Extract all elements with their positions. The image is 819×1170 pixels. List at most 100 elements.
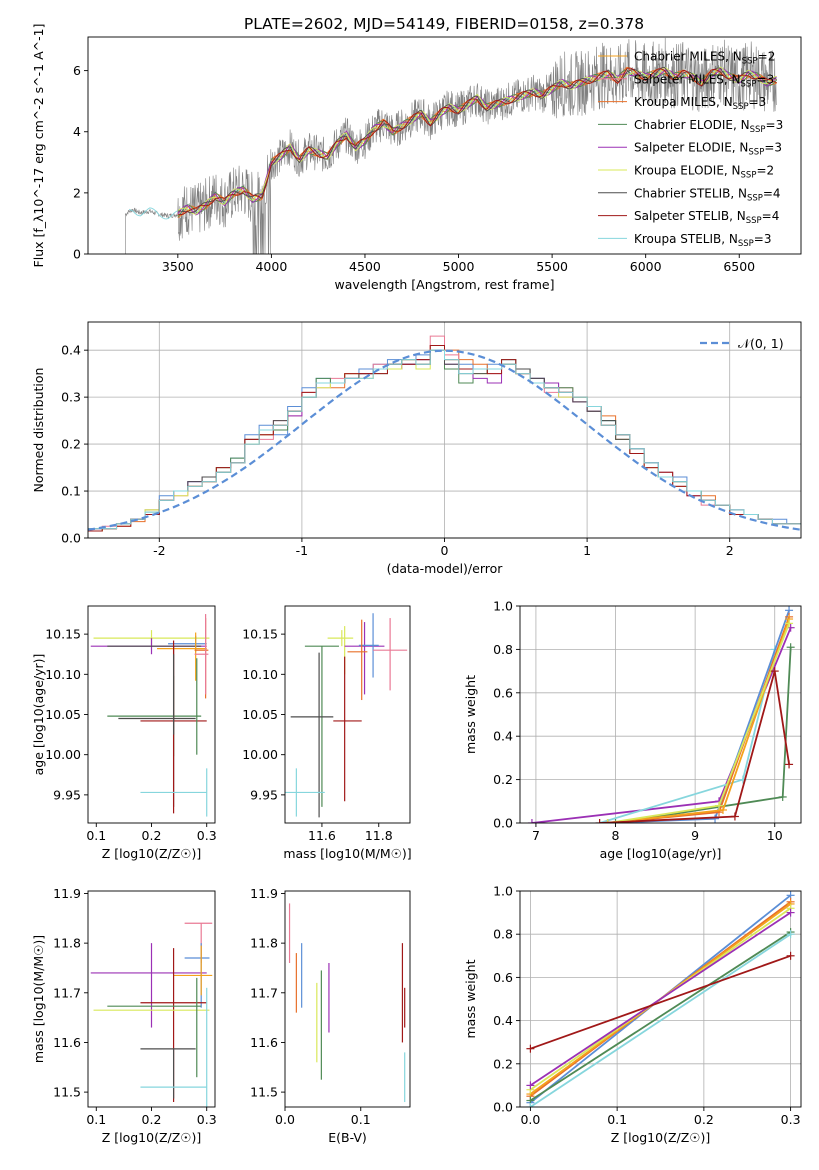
x-axis-label: Z [log10(Z/Z☉)] [102,1130,202,1145]
panel-residuals: -2 -1 0 1 2 0.0 0.1 0.2 0.3 0.4 (data-model)/error… [31,321,802,576]
y-tick-label: 1.0 [493,884,513,899]
x-tick-label: 0.1 [86,828,106,843]
y-axis-label: Flux [f_λ10^-17 erg cm^-2 s^-1 A^-1] [31,24,46,268]
y-tick-label: 11.6 [53,1035,81,1050]
panel-mass-vs-Z: 0.1 0.2 0.3 11.5 11.6 11.7 11.8 11.9 Z [log10(Z/… [31,886,217,1145]
weight-line-chabrier-elodie [529,931,792,1102]
x-tick-label: 10 [767,828,783,843]
y-tick-label: 0 [73,247,81,262]
y-tick-label: 10.10 [45,667,81,682]
legend-label: Chabrier STELIB, NSSP=4 [634,186,781,203]
y-tick-label: 4 [73,124,81,139]
y-tick-label: 9.95 [250,787,278,802]
model-line-kroupa-miles [177,66,777,219]
y-tick-label: 10.10 [242,667,278,682]
y-tick-label: 0.2 [493,772,513,787]
x-axis-label: (data-model)/error [387,561,504,576]
plot-area [125,37,778,254]
y-tick-label: 0.6 [493,970,513,985]
x-tick-label: 2 [726,543,734,558]
plot-area [88,335,801,532]
y-axis-label: age [log10(age/yr)] [31,654,46,776]
y-tick-label: 10.00 [45,747,81,762]
axes-frame [284,890,411,1108]
y-axis-label: mass [log10(M/M☉)] [31,935,46,1063]
legend-label: Kroupa STELIB, NSSP=3 [634,232,772,249]
model-line-kroupa-elodie [177,66,777,215]
legend-label: Kroupa MILES, NSSP=3 [634,95,766,112]
y-axis-label: Normed distribution [31,368,46,493]
y-tick-label: 0.0 [493,1100,513,1115]
y-tick-label: 11.8 [250,936,278,951]
y-tick-label: 11.9 [53,886,81,901]
y-tick-label: 10.05 [242,707,278,722]
plot-area [288,903,406,1103]
plot-area [90,922,213,1107]
y-tick-label: 0.0 [61,531,81,546]
y-tick-label: 10.15 [45,627,81,642]
x-tick-label: 11.8 [365,828,393,843]
panel-age-vs-mass: 11.6 11.8 9.95 10.00 10.05 10.10 10.15 mass [lo… [242,605,412,861]
x-axis-label: mass [log10(M/M☉)] [283,846,411,861]
y-tick-label: 0.8 [493,927,513,942]
model-line-salpeter-stelib [177,67,777,215]
weight-line-salpeter-stelib [530,954,791,1050]
x-tick-label: 0.0 [275,1112,295,1127]
plot-area [526,891,795,1107]
weight-line-salpeter-elodie [529,911,792,1087]
y-axis-label: mass weight [463,675,478,754]
weight-line-salpeter-stelib [599,670,790,823]
y-tick-label: 11.5 [53,1085,81,1100]
y-tick-label: 11.5 [250,1085,278,1100]
y-tick-label: 0.2 [493,1056,513,1071]
y-tick-label: 11.8 [53,936,81,951]
plot-area [285,613,408,818]
y-tick-label: 10.15 [242,627,278,642]
legend-label: Chabrier ELODIE, NSSP=3 [634,118,783,135]
x-tick-label: 9 [691,828,699,843]
figure-title: PLATE=2602, MJD=54149, FIBERID=0158, z=0… [244,15,644,33]
y-tick-label: 10.05 [45,707,81,722]
x-tick-label: 0.3 [197,1112,217,1127]
x-tick-label: 0.1 [86,1112,106,1127]
x-tick-label: 0.2 [694,1112,714,1127]
plot-area [527,606,795,823]
y-tick-label: 11.7 [250,985,278,1000]
y-tick-label: 0.0 [493,816,513,831]
x-tick-label: -1 [296,543,308,558]
x-tick-label: 4500 [349,259,381,274]
x-tick-label: 6000 [630,259,662,274]
y-tick-label: 6 [73,63,81,78]
axes-frame [519,890,802,1108]
weight-line-kroupa-stelib [529,933,792,1107]
y-tick-label: 11.7 [53,985,81,1000]
y-tick-label: 2 [73,185,81,200]
x-tick-label: 8 [612,828,620,843]
axes-frame [519,605,802,824]
x-tick-label: 3500 [162,259,194,274]
y-tick-label: 0.6 [493,685,513,700]
y-tick-label: 0.4 [493,729,513,744]
x-axis-label: wavelength [Angstrom, rest frame] [334,277,554,292]
axes-frame [87,36,802,255]
legend-label: Salpeter STELIB, NSSP=4 [634,209,779,226]
x-axis-label: age [log10(age/yr)] [600,846,722,861]
x-tick-label: 0.1 [607,1112,627,1127]
x-tick-label: 0.3 [781,1112,801,1127]
y-tick-label: 0.4 [61,343,81,358]
y-tick-label: 1.0 [493,599,513,614]
y-tick-label: 0.4 [493,1013,513,1028]
y-tick-label: 10.00 [242,747,278,762]
legend-label: Kroupa ELODIE, NSSP=2 [634,164,774,181]
x-axis-label: Z [log10(Z/Z☉)] [611,1130,711,1145]
x-axis-label: Z [log10(Z/Z☉)] [102,846,202,861]
panel-spectrum: 3500 4000 4500 5000 5500 6000 6500 0 2 4 6 waveleng… [31,24,802,292]
model-line-chabrier-stelib [177,66,777,214]
legend-label: Salpeter MILES, NSSP=3 [634,72,774,89]
panel-weight-vs-age: 7 8 9 10 0.0 0.2 0.4 0.6 0.8 1.0 age [log10(age/yr… [463,599,802,861]
legend-label: Chabrier MILES, NSSP=2 [634,50,775,67]
y-axis-label: mass weight [463,959,478,1038]
x-tick-label: 0.2 [142,828,162,843]
panel-mass-vs-ebv: 0.0 0.1 11.5 11.6 11.7 11.8 11.9 E(B-V) [250,886,411,1145]
panel-weight-vs-Z: 0.0 0.1 0.2 0.3 0.0 0.2 0.4 0.6 0.8 1.0 Z [log10(Z… [463,884,802,1145]
